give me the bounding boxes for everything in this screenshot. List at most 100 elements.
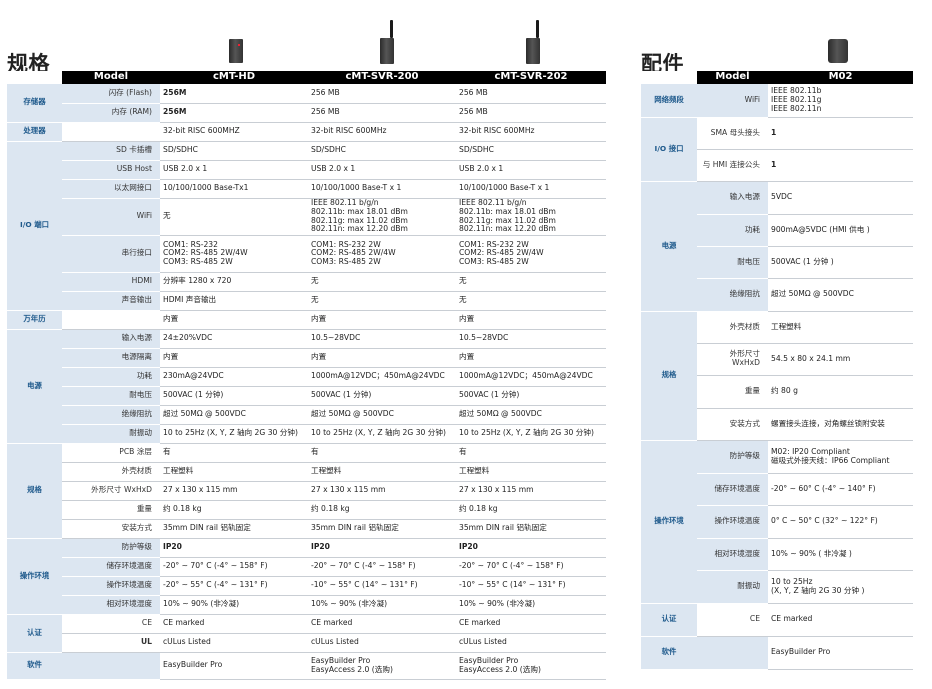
value-cell: 工程塑料: [308, 462, 456, 482]
value-cell: -20° ~ 70° C (-4° ~ 158° F): [160, 557, 308, 577]
cmt-hd-device-image: [226, 36, 246, 64]
value-cell: SD/SDHC: [456, 141, 606, 161]
value-cell: 10 to 25Hz (X, Y, Z 轴向 2G 30 分钟 ): [768, 570, 913, 604]
value-cell: 0° C ~ 50° C (32° ~ 122° F): [768, 505, 913, 539]
table-row: 功耗 900mA@5VDC (HMI 供电 ): [641, 214, 913, 247]
table-row: 存储器 闪存 (Flash) 256M 256 MB 256 MB: [7, 84, 606, 123]
value-cell: 约 0.18 kg: [456, 500, 606, 520]
feature-label: 外形尺寸 WxHxD: [62, 481, 160, 501]
table-row: 软件 EasyBuilder Pro: [641, 636, 913, 670]
category-label: 软件: [641, 636, 697, 670]
feature-label: 操作环境温度: [62, 576, 160, 596]
value-cell: 32-bit RISC 600MHz: [308, 122, 456, 142]
feature-label: 声音输出: [62, 291, 160, 311]
table-row: 绝缘阻抗 超过 50MΩ @ 500VDC: [641, 278, 913, 312]
value-cell: 32-bit RISC 600MHz: [456, 122, 606, 142]
value-cell: 工程塑料: [160, 462, 308, 482]
header-row: Model M02: [641, 71, 913, 84]
value-cell: 无: [160, 198, 308, 236]
value-cell: CE marked: [160, 614, 308, 634]
value-cell: IP20: [160, 538, 308, 558]
value-cell: IEEE 802.11 b/g/n 802.11b: max 18.01 dBm…: [456, 198, 606, 236]
feature-label: UL: [62, 633, 160, 653]
table-row: 万年历 内置 内置 内置: [7, 310, 606, 330]
column-header-cmt-svr-202: cMT-SVR-202: [456, 71, 606, 84]
value-cell: COM1: RS-232 COM2: RS-485 2W/4W COM3: RS…: [160, 235, 308, 273]
value-cell: USB 2.0 x 1: [308, 160, 456, 180]
value-cell: 1000mA@12VDC；450mA@24VDC: [308, 367, 456, 387]
category-label: 认证: [641, 603, 697, 637]
cmt-svr-200-device-image: [376, 20, 400, 64]
table-row: HDMI 分辨率 1280 x 720 无无: [7, 272, 606, 292]
value-cell: EasyBuilder Pro: [160, 652, 308, 680]
value-cell: 10% ~ 90% ( 非冷凝 ): [768, 538, 913, 571]
value-cell: 32-bit RISC 600MHZ: [160, 122, 308, 142]
value-cell: -20° ~ 55° C (-4° ~ 131° F): [160, 576, 308, 596]
table-row: 耐振动 10 to 25Hz (X, Y, Z 轴向 2G 30 分钟 ): [641, 570, 913, 604]
value-cell: 1: [768, 149, 913, 182]
table-row: USB Host USB 2.0 x 1 USB 2.0 x 1 USB 2.0 x …: [7, 160, 606, 180]
value-cell: 约 0.18 kg: [160, 500, 308, 520]
table-row: 认证 CE CE marked: [641, 603, 913, 637]
table-row: I/O 接口 SMA 母头接头 1: [641, 117, 913, 182]
value-cell: CE marked: [768, 603, 913, 637]
feature-label: 操作环境温度: [697, 505, 768, 539]
value-cell: 无: [308, 291, 456, 311]
value-cell: 内置: [456, 348, 606, 368]
value-cell: M02: IP20 Compliant 磁吸式外接天线：IP66 Complia…: [768, 440, 913, 474]
feature-label: 安装方式: [62, 519, 160, 539]
table-row: 耐电压 500VAC (1 分钟 ): [641, 246, 913, 279]
value-cell: USB 2.0 x 1: [456, 160, 606, 180]
value-cell: 54.5 x 80 x 24.1 mm: [768, 343, 913, 376]
value-cell: 1000mA@12VDC；450mA@24VDC: [456, 367, 606, 387]
spec-table: Model cMT-HD cMT-SVR-200 cMT-SVR-202 存储器 闪存 (…: [7, 71, 606, 680]
feature-label: 功耗: [697, 214, 768, 247]
feature-label: CE: [62, 614, 160, 634]
value-cell: HDMI 声音输出: [160, 291, 308, 311]
value-cell: 230mA@24VDC: [160, 367, 308, 387]
feature-label: 内存 (RAM): [62, 103, 160, 123]
value-cell: 分辨率 1280 x 720: [160, 272, 308, 292]
category-label: 认证: [7, 614, 62, 653]
column-header-model: Model: [62, 71, 160, 84]
feature-label: 绝缘阻抗: [62, 405, 160, 425]
value-cell: -10° ~ 55° C (14° ~ 131° F): [456, 576, 606, 596]
value-cell: 5VDC: [768, 181, 913, 215]
feature-label: [697, 636, 768, 670]
value-cell: 10/100/1000 Base-T x 1: [456, 179, 606, 199]
feature-label: 与 HMI 连接公头: [697, 149, 768, 182]
table-row: 与 HMI 连接公头 1: [641, 149, 913, 182]
feature-label: 储存环境温度: [62, 557, 160, 577]
value-cell: USB 2.0 x 1: [160, 160, 308, 180]
feature-label: 输入电源: [697, 181, 768, 215]
value-cell: 27 x 130 x 115 mm: [456, 481, 606, 501]
table-row: 重量约 0.18 kg 约 0.18 kg 约 0.18 kg: [7, 500, 606, 520]
value-cell: 10% ~ 90% (非冷凝): [456, 595, 606, 615]
value-cell: cULus Listed: [456, 633, 606, 653]
m02-device-image: [826, 36, 850, 64]
value-cell: 1: [768, 117, 913, 150]
category-label: 操作环境: [7, 538, 62, 615]
value-cell: SD/SDHC: [308, 141, 456, 161]
value-cell: 500VAC (1 分钟 ): [768, 246, 913, 279]
value-cell: SD/SDHC: [160, 141, 308, 161]
category-label: 操作环境: [641, 440, 697, 604]
category-label: 网络频段: [641, 84, 697, 118]
table-row: 认证 CE CE marked CE marked CE marked: [7, 614, 606, 653]
feature-label: 安装方式: [697, 408, 768, 441]
table-row: 电源隔离 内置 内置 内置: [7, 348, 606, 368]
value-cell: 900mA@5VDC (HMI 供电 ): [768, 214, 913, 247]
value-cell: 256M: [160, 103, 308, 123]
category-label: 处理器: [7, 122, 62, 142]
value-cell: 内置: [308, 310, 456, 330]
header-row: Model cMT-HD cMT-SVR-200 cMT-SVR-202: [7, 71, 606, 84]
value-cell: 256 MB: [308, 103, 456, 123]
value-cell: 内置: [456, 310, 606, 330]
value-cell: COM1: RS-232 2W COM2: RS-485 2W/4W COM3:…: [308, 235, 456, 273]
feature-label: [62, 652, 160, 680]
category-label: I/O 接口: [641, 117, 697, 182]
value-cell: EasyBuilder Pro EasyAccess 2.0 (选购): [308, 652, 456, 680]
feature-label: 储存环境温度: [697, 473, 768, 506]
value-cell: 256 MB: [456, 103, 606, 123]
value-cell: 工程塑料: [456, 462, 606, 482]
